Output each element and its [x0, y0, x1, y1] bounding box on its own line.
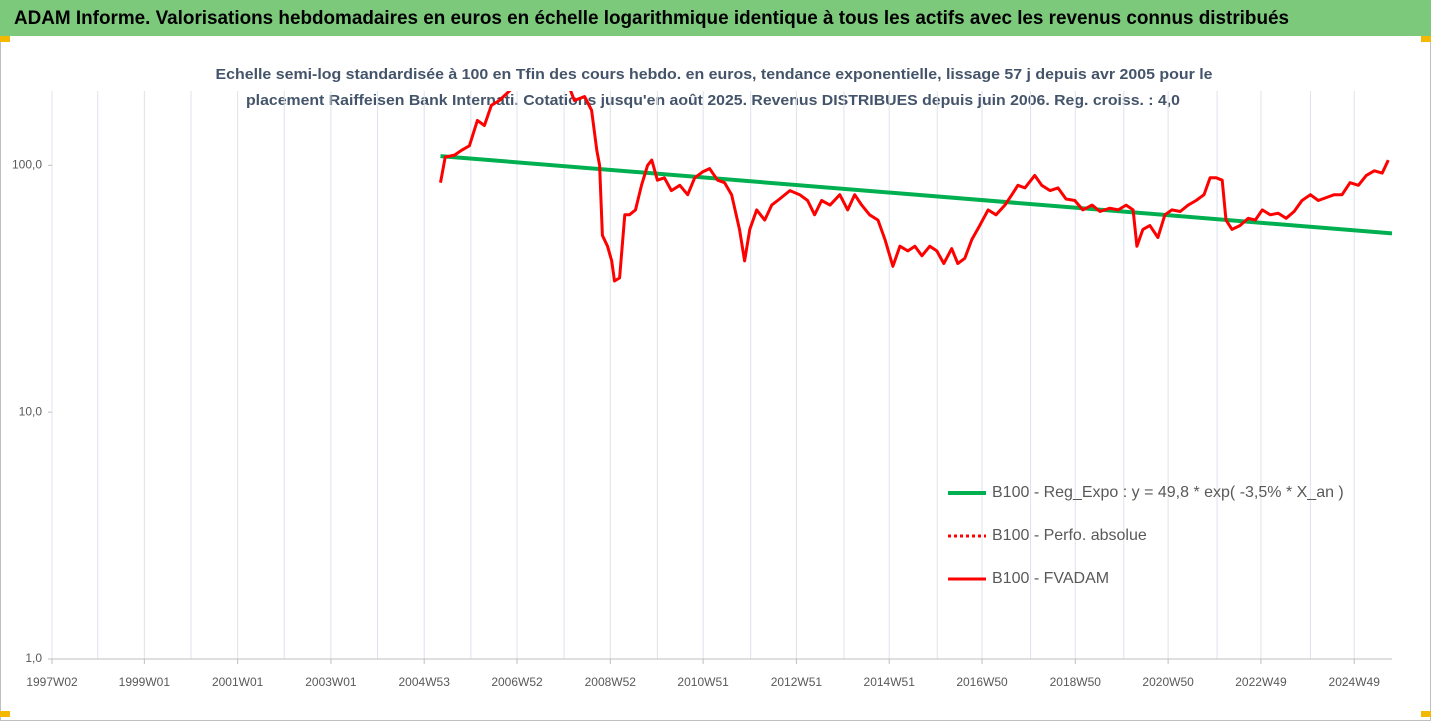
title-bar — [0, 0, 1431, 36]
y-tick-label: 10,0 — [19, 404, 43, 418]
x-tick-label: 2014W51 — [864, 675, 916, 689]
corner-mark — [1421, 711, 1431, 717]
x-tick-label: 2024W49 — [1329, 675, 1381, 689]
corner-mark — [1421, 36, 1431, 42]
chart-title: ADAM Informe. Valorisations hebdomadaire… — [14, 8, 1289, 29]
x-tick-label: 2020W50 — [1142, 675, 1194, 689]
x-tick-label: 2006W52 — [491, 675, 543, 689]
x-tick-label: 2003W01 — [305, 675, 357, 689]
x-tick-label: 2012W51 — [771, 675, 823, 689]
plot-area — [439, 91, 1392, 283]
x-tick-label: 1997W02 — [26, 675, 78, 689]
x-tick-label: 2022W49 — [1235, 675, 1287, 689]
legend-label: B100 - Reg_Expo : y = 49,8 * exp( -3,5% … — [992, 484, 1344, 501]
y-tick-label: 100,0 — [12, 157, 42, 171]
x-tick-label: 2008W52 — [585, 675, 637, 689]
y-tick-label: 1,0 — [25, 651, 42, 665]
x-tick-label: 2016W50 — [956, 675, 1008, 689]
data-line — [439, 91, 1390, 283]
corner-mark — [0, 36, 10, 42]
x-tick-label: 2001W01 — [212, 675, 264, 689]
x-tick-label: 2004W53 — [399, 675, 451, 689]
corner-mark — [0, 711, 10, 717]
x-tick-label: 1999W01 — [119, 675, 171, 689]
chart-subtitle: placement Raiffeisen Bank Internati. Cot… — [246, 92, 1180, 109]
x-tick-label: 2010W51 — [677, 675, 729, 689]
legend-label: B100 - FVADAM — [992, 570, 1109, 587]
chart-subtitle: Echelle semi-log standardisée à 100 en T… — [216, 66, 1213, 83]
x-tick-label: 2018W50 — [1050, 675, 1102, 689]
legend-label: B100 - Perfo. absolue — [992, 527, 1147, 544]
